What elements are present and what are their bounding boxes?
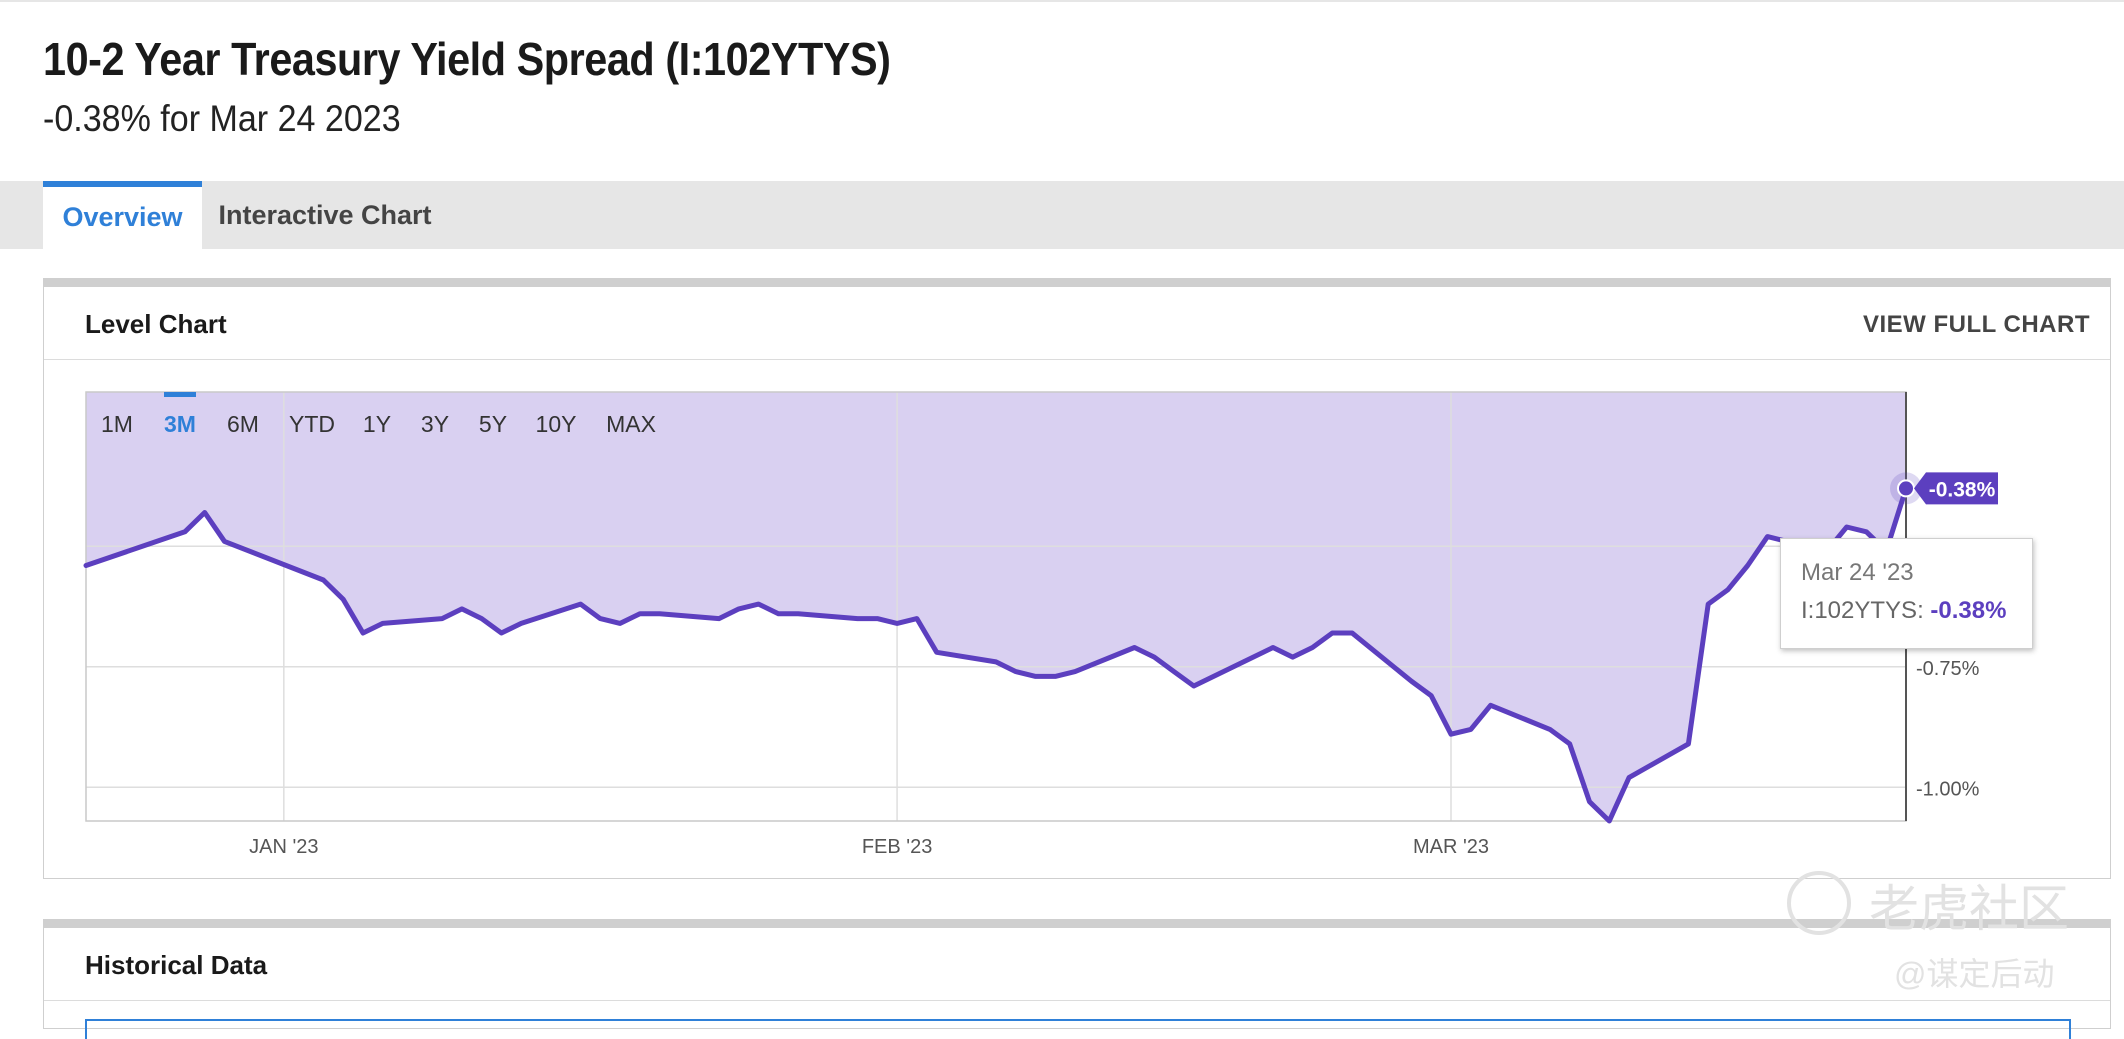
y-tick-label: -1.00% bbox=[1916, 778, 1980, 800]
top-divider bbox=[0, 0, 2124, 2]
tooltip-date: Mar 24 '23 bbox=[1801, 559, 1914, 586]
watermark-author: @谋定后动 bbox=[1894, 956, 2055, 992]
range-button-ytd[interactable]: YTD bbox=[289, 411, 335, 437]
last-value-label: -0.38% bbox=[1929, 478, 1996, 501]
chart-series-line bbox=[83, 485, 1909, 824]
level-chart-header: Level Chart VIEW FULL CHART bbox=[44, 287, 2110, 360]
chart-last-value: -0.38% bbox=[1890, 472, 1998, 505]
historical-data-table bbox=[85, 1019, 2071, 1039]
historical-data-panel: Historical Data bbox=[43, 919, 2111, 1039]
range-button-3y[interactable]: 3Y bbox=[421, 411, 449, 437]
chart-area-fill bbox=[86, 392, 1906, 821]
x-tick-label: MAR '23 bbox=[1413, 836, 1489, 858]
x-tick-label: FEB '23 bbox=[862, 836, 933, 858]
range-selected-indicator bbox=[164, 392, 196, 397]
historical-data-header: Historical Data bbox=[44, 928, 2110, 1001]
tab-interactive-chart[interactable]: Interactive Chart bbox=[218, 200, 432, 230]
x-tick-label: JAN '23 bbox=[249, 836, 318, 858]
last-value-badge bbox=[1914, 472, 1998, 505]
watermark-brand: 老虎社区 bbox=[1869, 881, 2069, 937]
tab-bar: Overview Interactive Chart bbox=[0, 181, 2124, 249]
x-axis: JAN '23 FEB '23 MAR '23 bbox=[249, 836, 1489, 858]
level-chart-title: Level Chart bbox=[85, 309, 227, 339]
range-selector: 1M 3M 6M YTD 1Y 3Y 5Y 10Y MAX bbox=[101, 392, 656, 437]
last-point-marker bbox=[1897, 479, 1915, 498]
range-button-1y[interactable]: 1Y bbox=[363, 411, 391, 437]
range-button-5y[interactable]: 5Y bbox=[479, 411, 507, 437]
view-full-chart-link[interactable]: VIEW FULL CHART bbox=[1862, 311, 2090, 338]
y-tick-label: -0.75% bbox=[1916, 658, 1980, 680]
range-button-max[interactable]: MAX bbox=[606, 411, 656, 437]
chart-tooltip: Mar 24 '23 I:102YTYS: -0.38% bbox=[1780, 538, 2033, 649]
watermark-logo-icon bbox=[1787, 871, 1851, 935]
range-button-10y[interactable]: 10Y bbox=[536, 411, 577, 437]
page-subtitle: -0.38% for Mar 24 2023 bbox=[43, 98, 401, 139]
range-button-3m[interactable]: 3M bbox=[164, 411, 196, 437]
historical-data-title: Historical Data bbox=[85, 950, 268, 980]
range-button-1m[interactable]: 1M bbox=[101, 411, 133, 437]
range-button-6m[interactable]: 6M bbox=[227, 411, 259, 437]
tooltip-value: -0.38% bbox=[1930, 597, 2007, 624]
page-title: 10-2 Year Treasury Yield Spread (I:102YT… bbox=[43, 33, 891, 85]
tab-overview[interactable]: Overview bbox=[43, 181, 202, 249]
tooltip-separator: : bbox=[1917, 597, 1931, 624]
chart-grid bbox=[86, 392, 1906, 821]
tooltip-series: I:102YTYS bbox=[1801, 597, 1918, 624]
